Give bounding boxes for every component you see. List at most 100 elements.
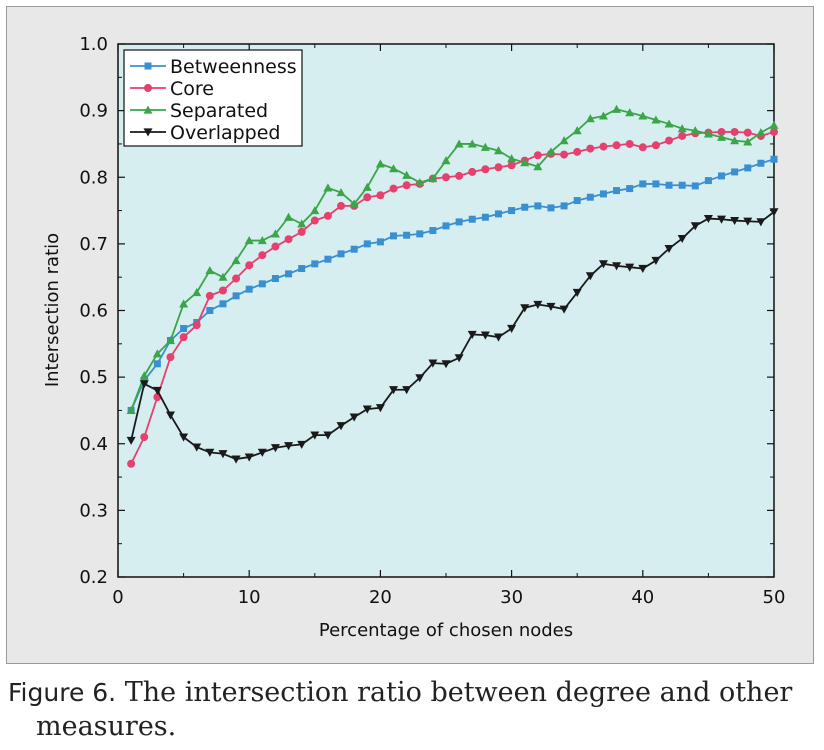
legend-label-betweenness: Betweenness <box>170 56 297 78</box>
data-point-overlapped <box>205 448 215 457</box>
x-tick-label: 30 <box>500 587 523 608</box>
y-tick-label: 0.9 <box>79 101 108 122</box>
data-point-overlapped <box>677 234 687 244</box>
data-point-core <box>730 127 739 136</box>
data-point-core <box>140 433 149 442</box>
data-point-separated <box>284 212 294 221</box>
data-point-core <box>245 261 254 270</box>
data-point-overlapped <box>126 436 136 445</box>
data-point-betweenness <box>770 155 778 163</box>
data-point-separated <box>244 236 254 245</box>
data-point-core <box>205 291 214 300</box>
data-point-overlapped <box>441 360 451 369</box>
data-point-overlapped <box>717 215 727 224</box>
data-point-separated <box>598 111 608 120</box>
data-point-betweenness <box>180 324 188 332</box>
data-point-overlapped <box>389 386 399 395</box>
data-point-separated <box>139 371 149 380</box>
data-point-betweenness <box>403 231 411 239</box>
data-point-betweenness <box>586 193 594 201</box>
data-point-overlapped <box>638 264 648 274</box>
data-point-overlapped <box>743 217 753 226</box>
data-point-overlapped <box>310 431 320 440</box>
data-point-overlapped <box>323 431 333 440</box>
data-point-betweenness <box>718 172 726 180</box>
data-point-core <box>389 184 398 193</box>
data-point-overlapped <box>244 453 254 462</box>
data-point-core <box>625 139 634 148</box>
data-point-overlapped <box>179 433 189 442</box>
data-point-betweenness <box>626 185 634 193</box>
data-point-core <box>284 235 293 244</box>
data-point-betweenness <box>731 168 739 176</box>
series-separated <box>126 104 779 415</box>
data-point-betweenness <box>521 203 529 211</box>
caption-text-line1: The intersection ratio between degree an… <box>124 677 793 708</box>
data-point-core <box>638 143 647 152</box>
data-point-separated <box>743 137 753 146</box>
x-tick-label: 40 <box>631 587 654 608</box>
data-point-separated <box>651 115 661 124</box>
data-point-betweenness <box>468 215 476 223</box>
data-point-core <box>586 144 595 153</box>
data-point-core <box>678 131 687 140</box>
figure-caption: Figure 6. The intersection ratio between… <box>8 676 808 744</box>
series-betweenness <box>127 155 778 414</box>
data-point-overlapped <box>572 288 582 298</box>
caption-text-line2: measures. <box>36 711 177 742</box>
series-core <box>127 127 778 468</box>
data-point-overlapped <box>756 218 766 227</box>
data-point-core <box>612 141 621 150</box>
x-tick-label: 50 <box>763 587 786 608</box>
legend-label-overlapped: Overlapped <box>170 122 281 144</box>
data-point-core <box>573 147 582 156</box>
data-point-betweenness <box>153 360 161 368</box>
data-point-overlapped <box>546 302 556 312</box>
data-point-overlapped <box>730 216 740 226</box>
data-point-separated <box>415 178 425 187</box>
data-point-separated <box>612 104 622 113</box>
data-point-betweenness <box>324 255 332 263</box>
data-point-separated <box>546 147 556 156</box>
data-point-core <box>533 151 542 160</box>
data-point-betweenness <box>311 260 319 268</box>
data-point-core <box>717 127 726 136</box>
data-point-betweenness <box>442 222 450 230</box>
data-point-core <box>494 163 503 172</box>
data-point-overlapped <box>362 405 372 414</box>
data-point-betweenness <box>494 210 502 218</box>
data-point-separated <box>454 139 464 148</box>
data-point-separated <box>441 156 451 165</box>
data-point-overlapped <box>612 262 622 271</box>
data-point-separated <box>717 132 727 141</box>
data-point-overlapped <box>533 300 543 310</box>
data-point-betweenness <box>416 230 424 238</box>
data-point-betweenness <box>665 181 673 189</box>
data-point-separated <box>126 405 136 415</box>
legend-label-separated: Separated <box>170 100 268 122</box>
data-point-core <box>258 251 267 260</box>
data-point-separated <box>690 126 700 135</box>
legend-marker-core <box>144 84 152 92</box>
legend-marker-separated <box>143 105 153 114</box>
y-tick-label: 0.7 <box>79 234 108 255</box>
legend-marker-overlapped <box>143 128 153 137</box>
data-point-separated <box>507 154 517 163</box>
data-point-betweenness <box>652 180 660 188</box>
data-point-core <box>218 286 227 295</box>
data-point-separated <box>165 335 175 345</box>
data-point-betweenness <box>455 218 463 226</box>
data-point-betweenness <box>363 240 371 248</box>
data-point-overlapped <box>454 354 464 363</box>
data-point-separated <box>205 266 215 275</box>
data-point-overlapped <box>402 386 412 395</box>
data-point-overlapped <box>165 411 175 420</box>
data-point-separated <box>231 256 241 265</box>
data-point-betweenness <box>429 227 437 235</box>
data-point-betweenness <box>298 265 306 273</box>
data-point-betweenness <box>599 190 607 198</box>
data-point-separated <box>625 108 635 117</box>
data-point-overlapped <box>152 386 162 395</box>
data-point-overlapped <box>493 333 503 342</box>
